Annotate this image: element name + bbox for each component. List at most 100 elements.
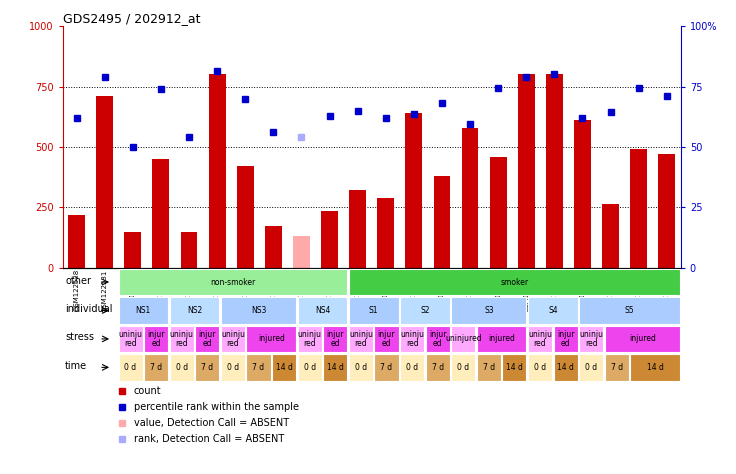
- Text: 14 d: 14 d: [276, 363, 292, 372]
- Bar: [349, 297, 398, 324]
- Bar: [68, 215, 85, 268]
- Text: injured: injured: [629, 335, 656, 343]
- Bar: [118, 269, 347, 295]
- Text: uninju
red: uninju red: [579, 329, 604, 348]
- Bar: [170, 354, 194, 381]
- Bar: [349, 269, 680, 295]
- Bar: [144, 326, 169, 352]
- Bar: [375, 354, 398, 381]
- Text: S1: S1: [369, 306, 378, 315]
- Text: 0 d: 0 d: [227, 363, 239, 372]
- Text: NS3: NS3: [251, 306, 266, 315]
- Bar: [237, 166, 254, 268]
- Bar: [349, 326, 373, 352]
- Text: injur
ed: injur ed: [327, 329, 344, 348]
- Text: S5: S5: [625, 306, 634, 315]
- Bar: [451, 326, 475, 352]
- Bar: [321, 211, 338, 268]
- Text: injur
ed: injur ed: [378, 329, 395, 348]
- Text: 7 d: 7 d: [611, 363, 623, 372]
- Text: uninju
red: uninju red: [297, 329, 322, 348]
- Text: 0 d: 0 d: [304, 363, 316, 372]
- Bar: [195, 326, 219, 352]
- Text: GDS2495 / 202912_at: GDS2495 / 202912_at: [63, 12, 200, 25]
- Text: individual: individual: [66, 304, 113, 314]
- Bar: [323, 326, 347, 352]
- Bar: [434, 176, 450, 268]
- Bar: [579, 354, 604, 381]
- Text: S3: S3: [484, 306, 494, 315]
- Text: uninjured: uninjured: [445, 335, 481, 343]
- Text: injured: injured: [488, 335, 515, 343]
- Bar: [297, 354, 322, 381]
- Bar: [477, 326, 526, 352]
- Text: 14 d: 14 d: [557, 363, 574, 372]
- Text: 7 d: 7 d: [150, 363, 162, 372]
- Text: percentile rank within the sample: percentile rank within the sample: [133, 402, 299, 412]
- Bar: [477, 354, 501, 381]
- Text: injur
ed: injur ed: [429, 329, 447, 348]
- Bar: [630, 354, 680, 381]
- Bar: [528, 354, 552, 381]
- Bar: [96, 96, 113, 268]
- Text: value, Detection Call = ABSENT: value, Detection Call = ABSENT: [133, 419, 289, 428]
- Text: 0 d: 0 d: [176, 363, 188, 372]
- Text: injured: injured: [258, 335, 285, 343]
- Bar: [400, 297, 450, 324]
- Text: 0 d: 0 d: [585, 363, 598, 372]
- Bar: [265, 226, 282, 268]
- Text: uninju
red: uninju red: [221, 329, 245, 348]
- Bar: [221, 326, 245, 352]
- Text: uninju
red: uninju red: [170, 329, 194, 348]
- Bar: [170, 297, 219, 324]
- Bar: [378, 198, 394, 268]
- Bar: [658, 154, 675, 268]
- Text: 0 d: 0 d: [355, 363, 367, 372]
- Bar: [546, 74, 563, 268]
- Text: 14 d: 14 d: [327, 363, 344, 372]
- Bar: [553, 354, 578, 381]
- Bar: [293, 237, 310, 268]
- Text: smoker: smoker: [500, 278, 528, 286]
- Text: 0 d: 0 d: [534, 363, 546, 372]
- Bar: [518, 74, 534, 268]
- Bar: [170, 326, 194, 352]
- Bar: [144, 354, 169, 381]
- Bar: [503, 354, 526, 381]
- Bar: [451, 354, 475, 381]
- Text: uninju
red: uninju red: [118, 329, 143, 348]
- Bar: [579, 297, 680, 324]
- Bar: [406, 113, 422, 268]
- Bar: [400, 354, 424, 381]
- Bar: [118, 326, 143, 352]
- Bar: [375, 326, 398, 352]
- Text: 7 d: 7 d: [201, 363, 213, 372]
- Bar: [579, 326, 604, 352]
- Bar: [209, 74, 225, 268]
- Bar: [180, 232, 197, 268]
- Text: other: other: [66, 275, 91, 286]
- Text: NS1: NS1: [135, 306, 151, 315]
- Bar: [221, 297, 296, 324]
- Bar: [152, 159, 169, 268]
- Bar: [221, 354, 245, 381]
- Bar: [425, 326, 450, 352]
- Text: 7 d: 7 d: [252, 363, 264, 372]
- Text: S4: S4: [548, 306, 558, 315]
- Text: uninju
red: uninju red: [349, 329, 373, 348]
- Text: 0 d: 0 d: [124, 363, 137, 372]
- Text: time: time: [66, 361, 88, 371]
- Bar: [247, 354, 271, 381]
- Bar: [553, 326, 578, 352]
- Bar: [602, 204, 619, 268]
- Text: injur
ed: injur ed: [147, 329, 165, 348]
- Text: injur
ed: injur ed: [199, 329, 216, 348]
- Text: non-smoker: non-smoker: [210, 278, 255, 286]
- Bar: [297, 297, 347, 324]
- Text: injur
ed: injur ed: [557, 329, 574, 348]
- Bar: [118, 354, 143, 381]
- Text: 7 d: 7 d: [381, 363, 392, 372]
- Bar: [247, 326, 296, 352]
- Text: uninju
red: uninju red: [528, 329, 552, 348]
- Bar: [195, 354, 219, 381]
